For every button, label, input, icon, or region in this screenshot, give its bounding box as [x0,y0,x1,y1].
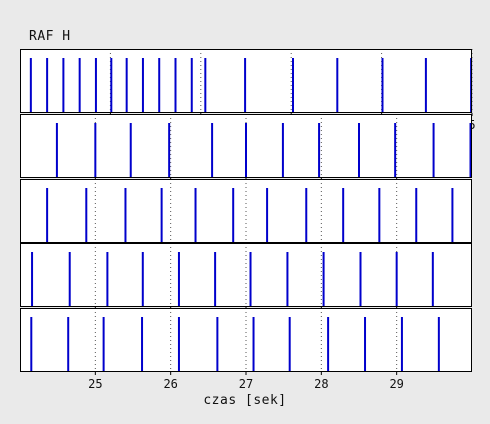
panel-4-frame [20,243,472,307]
panel-5-tick-label-28: 28 [314,377,328,391]
panel-3-frame [20,179,472,243]
panel-1-frame [20,49,472,113]
panel-5-frame [20,308,472,372]
panel-5-tick-label-27: 27 [239,377,253,391]
chart-title: RAF H [29,29,71,44]
panel-5-tick-label-29: 29 [389,377,403,391]
panel-5-tick-label-25: 25 [88,377,102,391]
panel-5-tick-label-26: 26 [163,377,177,391]
x-axis-label: czas [sek] [203,393,287,408]
panel-2-frame [20,114,472,178]
